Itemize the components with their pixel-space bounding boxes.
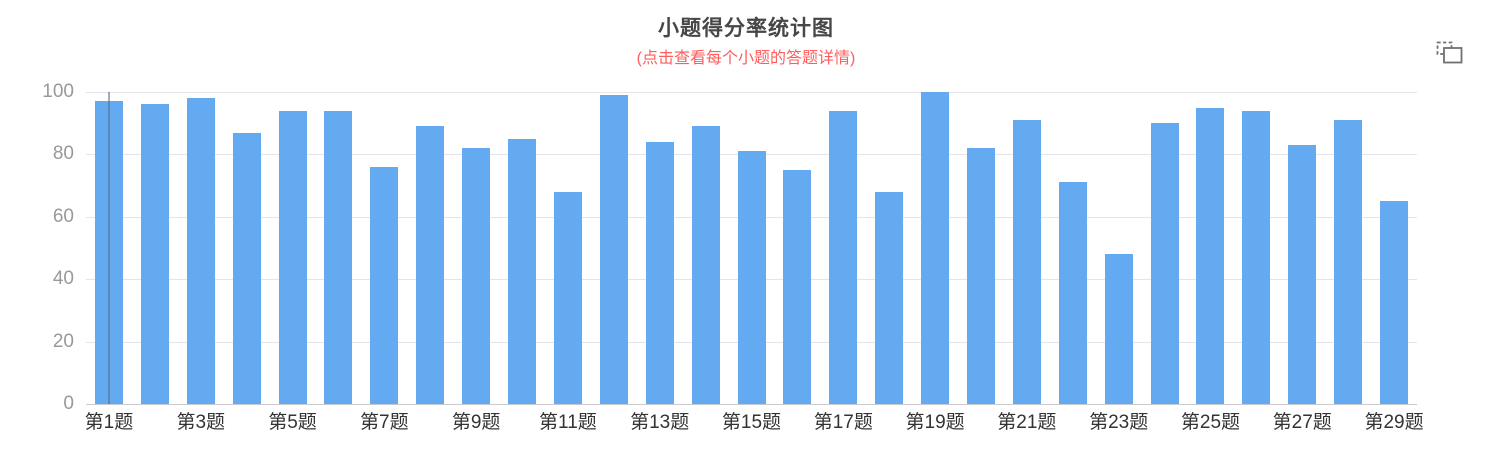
bar-第23题[interactable]	[1104, 254, 1133, 404]
bar-第5题[interactable]	[278, 110, 307, 404]
x-axis-line	[86, 404, 1417, 405]
bar-第11题[interactable]	[553, 191, 582, 404]
gridline-100	[86, 92, 1417, 93]
bar-第26题[interactable]	[1242, 110, 1271, 404]
chart-title: 小题得分率统计图	[658, 17, 834, 40]
x-axis-label-第29题: 第29题	[1364, 412, 1424, 433]
bar-第9题[interactable]	[462, 148, 491, 404]
bar-第28题[interactable]	[1334, 120, 1363, 404]
bar-第29题[interactable]	[1380, 201, 1409, 404]
bar-第17题[interactable]	[829, 110, 858, 404]
x-axis-label-第7题: 第7题	[360, 412, 409, 433]
x-axis-label-第25题: 第25题	[1180, 412, 1241, 433]
bar-第12题[interactable]	[599, 95, 628, 404]
x-axis-label-第23题: 第23题	[1089, 412, 1149, 433]
x-axis-label-第17题: 第17题	[813, 412, 873, 433]
x-axis-label-第19题: 第19题	[905, 412, 965, 433]
x-axis-label-第9题: 第9题	[451, 412, 501, 433]
bar-第14题[interactable]	[691, 126, 720, 404]
bar-第8题[interactable]	[416, 126, 445, 404]
bar-第22题[interactable]	[1058, 182, 1087, 404]
bar-第4题[interactable]	[232, 132, 261, 404]
x-axis-label-第5题: 第5题	[268, 412, 317, 433]
bar-第7题[interactable]	[370, 166, 399, 404]
y-axis-label-20: 20	[52, 330, 74, 352]
y-axis-label-60: 60	[52, 205, 74, 227]
bar-第18题[interactable]	[875, 191, 904, 404]
x-axis-label-第11题: 第11题	[539, 412, 597, 433]
y-axis-label-80: 80	[52, 143, 74, 165]
chart-subtitle: (点击查看每个小题的答题详情)	[636, 50, 856, 67]
x-axis-label-第1题: 第1题	[84, 412, 134, 433]
x-axis-label-第27题: 第27题	[1272, 412, 1332, 433]
y-axis-label-100: 100	[42, 81, 74, 102]
bar-第25题[interactable]	[1196, 107, 1225, 404]
axis-pointer-line	[107, 92, 110, 404]
x-axis-label-第15题: 第15题	[721, 412, 782, 433]
bar-第3题[interactable]	[186, 98, 215, 404]
zoom-reset-icon	[1436, 41, 1463, 64]
x-axis-label-第3题: 第3题	[176, 412, 226, 433]
bar-第16题[interactable]	[783, 170, 812, 404]
bar-第27题[interactable]	[1288, 145, 1317, 404]
bar-第13题[interactable]	[645, 141, 674, 404]
bar-第21题[interactable]	[1012, 120, 1041, 404]
y-axis-label-0: 0	[63, 393, 74, 414]
x-axis-label-第21题: 第21题	[997, 412, 1057, 433]
bar-第15题[interactable]	[737, 151, 766, 404]
y-axis-label-40: 40	[52, 268, 74, 290]
bar-第24题[interactable]	[1150, 123, 1179, 404]
bar-第6题[interactable]	[324, 110, 353, 404]
x-axis-label-第13题: 第13题	[630, 412, 690, 433]
bar-第10题[interactable]	[508, 138, 537, 404]
bar-第20题[interactable]	[966, 148, 995, 404]
bar-第19题[interactable]	[921, 92, 950, 404]
bar-第2题[interactable]	[140, 104, 169, 404]
toolbox-zoom-reset-button[interactable]	[1436, 41, 1464, 67]
